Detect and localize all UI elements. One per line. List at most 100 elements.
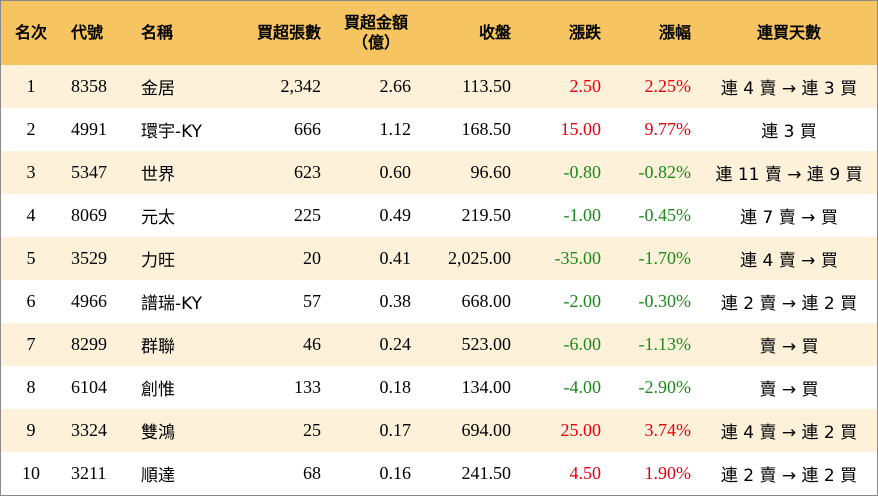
cell-close: 523.00 [461,334,512,354]
cell-shares: 68 [303,463,321,483]
cell-code: 8299 [71,334,107,354]
cell-days: 連 3 買 [761,122,817,142]
cell-pct: -0.82% [638,162,692,182]
cell-name: 金居 [141,79,175,99]
table-row: 7 8299 群聯 46 0.24 523.00 -6.00 -1.13% 賣 → 買 [1,323,877,366]
header-days: 連買天數 [756,23,821,42]
header-change: 漲跌 [568,23,601,42]
cell-pct: 2.25% [644,76,692,96]
cell-name: 元太 [141,208,175,228]
cell-rank: 7 [26,334,36,354]
cell-change: -4.00 [563,377,602,397]
cell-code: 3324 [71,420,107,440]
cell-days: 連 2 賣 → 連 2 買 [720,294,858,314]
table-row: 3 5347 世界 623 0.60 96.60 -0.80 -0.82% 連 11 賣 → 連… [1,151,877,194]
cell-name: 順達 [141,466,175,486]
cell-rank: 6 [26,291,36,311]
cell-name: 世界 [141,165,175,185]
header-name: 名稱 [141,23,174,42]
cell-code: 4966 [71,291,107,311]
cell-close: 96.60 [470,162,512,182]
cell-rank: 2 [26,119,36,139]
header-rank: 名次 [14,23,47,42]
table-row: 4 8069 元太 225 0.49 219.50 -1.00 -0.45% 連 7 賣 → 買 [1,194,877,237]
cell-rank: 8 [26,377,36,397]
header-pct: 漲幅 [658,23,691,42]
cell-days: 連 11 賣 → 連 9 買 [715,165,863,185]
cell-change: -35.00 [554,248,602,268]
header-shares: 買超張數 [256,23,321,42]
table-row: 10 3211 順達 68 0.16 241.50 4.50 1.90% 連 2 賣 → 連 2… [1,452,877,495]
cell-days: 連 4 賣 → 連 2 買 [720,423,858,443]
cell-name: 群聯 [141,337,175,357]
cell-rank: 4 [26,205,36,225]
cell-close: 134.00 [461,377,512,397]
table-row: 5 3529 力旺 20 0.41 2,025.00 -35.00 -1.70% 連 4 賣 →… [1,237,877,280]
cell-change: 2.50 [569,76,602,96]
cell-amount: 0.60 [379,162,412,182]
cell-days: 連 7 賣 → 買 [740,208,838,228]
cell-pct: -2.90% [638,377,692,397]
cell-shares: 666 [294,119,321,139]
header-row: 名次 代號 名稱 買超張數 買超金額 （億） 收盤 漲跌 漲幅 連買天數 [1,1,877,65]
cell-days: 連 2 賣 → 連 2 買 [720,466,858,486]
cell-change: 15.00 [560,119,602,139]
cell-days: 賣 → 買 [759,380,819,400]
cell-name: 雙鴻 [141,423,175,443]
cell-code: 4991 [71,119,107,139]
cell-code: 3211 [71,463,107,483]
table-row: 8 6104 創惟 133 0.18 134.00 -4.00 -2.90% 賣 → 買 [1,366,877,409]
cell-name: 譜瑞-KY [141,294,203,314]
cell-code: 8069 [71,205,107,225]
cell-close: 168.50 [461,119,512,139]
table-row: 1 8358 金居 2,342 2.66 113.50 2.50 2.25% 連 4 賣 → 連… [1,65,877,108]
cell-pct: -1.70% [638,248,692,268]
cell-close: 113.50 [462,76,511,96]
header-code: 代號 [71,23,104,42]
cell-name: 力旺 [141,251,175,271]
cell-amount: 2.66 [379,76,412,96]
table-row: 6 4966 譜瑞-KY 57 0.38 668.00 -2.00 -0.30% 連 2 賣 →… [1,280,877,323]
cell-rank: 9 [26,420,36,440]
cell-change: -0.80 [563,162,602,182]
cell-shares: 46 [303,334,321,354]
header-amount: 買超金額 （億） [331,1,421,65]
cell-name: 創惟 [141,380,175,400]
cell-rank: 1 [26,76,36,96]
cell-shares: 2,342 [280,76,322,96]
table-row: 9 3324 雙鴻 25 0.17 694.00 25.00 3.74% 連 4 賣 → 連 2… [1,409,877,452]
cell-rank: 5 [26,248,36,268]
cell-shares: 25 [303,420,321,440]
cell-close: 694.00 [461,420,512,440]
cell-code: 8358 [71,76,107,96]
cell-rank: 10 [22,463,40,483]
cell-pct: 3.74% [644,420,692,440]
cell-change: -1.00 [563,205,602,225]
cell-shares: 225 [294,205,321,225]
cell-amount: 0.24 [379,334,412,354]
cell-pct: 1.90% [644,463,692,483]
cell-pct: -0.30% [638,291,692,311]
cell-change: -2.00 [563,291,602,311]
cell-amount: 0.49 [379,205,412,225]
cell-shares: 133 [294,377,321,397]
cell-pct: 9.77% [644,119,692,139]
cell-shares: 623 [294,162,321,182]
header-close: 收盤 [478,23,511,42]
cell-shares: 20 [303,248,321,268]
cell-pct: -0.45% [638,205,692,225]
cell-days: 連 4 賣 → 買 [740,251,838,271]
cell-change: 25.00 [560,420,602,440]
cell-days: 賣 → 買 [759,337,819,357]
cell-close: 219.50 [461,205,512,225]
header-amount-line2: （億） [351,33,400,52]
cell-code: 3529 [71,248,107,268]
cell-change: -6.00 [563,334,602,354]
cell-shares: 57 [303,291,321,311]
cell-code: 5347 [71,162,107,182]
cell-name: 環宇-KY [141,122,203,142]
cell-close: 668.00 [461,291,512,311]
header-amount-line1: 買超金額 [343,13,408,32]
